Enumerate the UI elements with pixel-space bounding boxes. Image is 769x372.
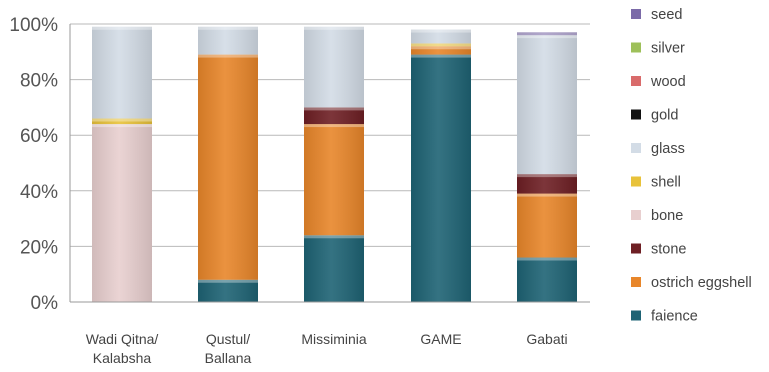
y-tick-label: 100% <box>9 15 58 36</box>
bar-segment-shading <box>92 118 152 125</box>
legend-label: seed <box>651 7 682 23</box>
bar-segment-shading <box>92 124 152 302</box>
legend-item-shell: shell <box>631 175 681 191</box>
legend-swatch <box>631 310 641 321</box>
bar-segment-highlight <box>304 235 364 239</box>
bar-segment-highlight <box>517 35 577 39</box>
x-category-label: Wadi Qitna/Kalabsha <box>86 331 159 366</box>
bar-segment-highlight <box>198 26 258 30</box>
bar-segment-shading <box>92 26 152 119</box>
bar-segment-highlight <box>92 124 152 128</box>
bar-segment-highlight <box>411 43 471 47</box>
legend-item-wood: wood <box>631 74 686 90</box>
bar-segment-shading <box>517 193 577 258</box>
bar-segment-shading <box>198 279 258 302</box>
bar-segment-highlight <box>411 46 471 50</box>
bar-segment-highlight <box>304 107 364 111</box>
x-category-label: Gabati <box>526 331 567 347</box>
bar-segment-shading <box>411 46 471 55</box>
legend-swatch <box>631 210 641 220</box>
legend-label: ostrich eggshell <box>651 275 752 291</box>
bar-segment-shading <box>304 124 364 236</box>
bar-stack <box>92 26 152 302</box>
y-tick-label: 0% <box>31 293 59 314</box>
y-tick-label: 80% <box>20 71 58 92</box>
bar-segment-highlight <box>517 32 577 36</box>
legend-swatch <box>631 9 641 19</box>
legend-label: bone <box>651 208 683 224</box>
legend-swatch <box>631 243 641 254</box>
legend-swatch <box>631 277 641 287</box>
legend-item-bone: bone <box>631 208 683 224</box>
legend-item-seed: seed <box>631 7 682 23</box>
y-tick-label: 20% <box>20 237 58 258</box>
bar-segment-shading <box>517 35 577 175</box>
bar-segment-highlight <box>198 279 258 283</box>
legend-swatch <box>631 109 641 120</box>
legend-item-ostrich-eggshell: ostrich eggshell <box>631 275 752 291</box>
legend-swatch <box>631 176 641 187</box>
bar-stack <box>198 26 258 302</box>
bar-segment-shading <box>198 54 258 280</box>
bar-segment-shading <box>517 257 577 302</box>
bar-segment-highlight <box>517 193 577 197</box>
legend-item-faience: faience <box>631 309 698 325</box>
x-category-label: Qustul/Ballana <box>205 331 252 366</box>
bar-segment-highlight <box>304 124 364 128</box>
bar-stack <box>411 29 471 302</box>
legend-item-gold: gold <box>631 108 678 124</box>
bar-segment-shading <box>304 235 364 302</box>
legend-swatch <box>631 76 641 86</box>
bars <box>92 26 577 302</box>
bar-segment-highlight <box>411 54 471 58</box>
legend-item-stone: stone <box>631 242 686 258</box>
legend-label: glass <box>651 141 685 157</box>
legend-label: gold <box>651 108 678 124</box>
legend: seed silver wood gold glass shell bone stone ost… <box>631 7 752 325</box>
bar-segment-shading <box>304 26 364 108</box>
bar-segment-shading <box>304 107 364 125</box>
legend-label: shell <box>651 175 681 191</box>
legend-swatch <box>631 143 641 153</box>
bar-segment-highlight <box>517 257 577 261</box>
bar-stack <box>304 26 364 302</box>
x-category-label: GAME <box>420 331 461 347</box>
legend-label: stone <box>651 242 686 258</box>
bar-segment-highlight <box>517 174 577 178</box>
bar-segment-highlight <box>92 26 152 30</box>
bar-segment-shading <box>517 32 577 36</box>
bar-segment-shading <box>411 29 471 44</box>
bar-segment-highlight <box>411 29 471 33</box>
bar-segment-highlight <box>198 54 258 58</box>
x-axis-category-labels: Wadi Qitna/Kalabsha Qustul/Ballana Missimi… <box>86 331 568 366</box>
bar-segment-highlight <box>304 26 364 30</box>
bar-segment-shading <box>517 174 577 194</box>
legend-item-silver: silver <box>631 41 685 57</box>
y-axis-tick-labels: 0% 20% 40% 60% 80% 100% <box>9 15 58 314</box>
legend-label: wood <box>650 74 686 90</box>
legend-item-glass: glass <box>631 141 685 157</box>
y-tick-label: 60% <box>20 126 58 147</box>
bar-stack <box>517 32 577 302</box>
legend-label: silver <box>651 41 685 57</box>
bar-segment-shading <box>411 43 471 47</box>
x-category-label: Missiminia <box>301 331 367 347</box>
axes <box>69 24 590 303</box>
bar-segment-shading <box>198 26 258 55</box>
y-tick-label: 40% <box>20 182 58 203</box>
bar-segment-shading <box>411 54 471 302</box>
legend-swatch <box>631 42 641 53</box>
bar-segment-highlight <box>92 118 152 122</box>
legend-label: faience <box>651 309 698 325</box>
